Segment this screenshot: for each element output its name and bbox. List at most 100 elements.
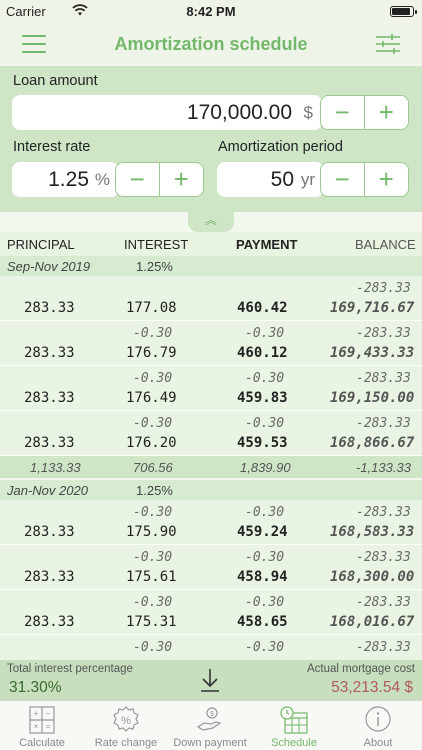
nav-bar: Amortization schedule xyxy=(0,24,422,64)
delta-interest: -0.30 xyxy=(133,416,173,431)
interest-rate-label: Interest rate xyxy=(13,139,91,155)
carrier-label: Carrier xyxy=(6,4,46,19)
loan-amount-increment-button[interactable]: + xyxy=(378,97,394,127)
delta-balance: -283.33 xyxy=(356,595,411,610)
interest-rate-stepper: − + xyxy=(115,162,204,197)
delta-balance: -283.33 xyxy=(356,505,411,520)
cell-balance: 169,716.67 xyxy=(330,300,415,316)
tab-label: Schedule xyxy=(271,737,317,749)
cell-balance: 168,300.00 xyxy=(330,569,415,585)
tab-down-payment[interactable]: $ Down payment xyxy=(168,704,252,750)
table-row[interactable]: -0.30 -0.30 -283.33 283.33 176.49 459.83 169,1… xyxy=(0,366,422,411)
delta-payment: -0.30 xyxy=(245,640,285,655)
header-payment[interactable]: PAYMENT xyxy=(236,237,298,252)
cell-interest: 175.31 xyxy=(126,614,177,630)
delta-interest: -0.30 xyxy=(133,550,173,565)
cell-payment: 458.94 xyxy=(237,569,288,585)
svg-text:=: = xyxy=(46,722,51,731)
loan-amount-value: 170,000.00 xyxy=(186,101,292,124)
info-icon xyxy=(365,706,391,732)
collapse-inputs-button[interactable]: ︽ xyxy=(188,212,234,232)
cell-interest: 176.20 xyxy=(126,435,177,451)
clock: 8:42 PM xyxy=(186,4,236,19)
wifi-icon xyxy=(72,4,88,16)
header-balance[interactable]: BALANCE xyxy=(355,237,416,252)
inputs-panel: Loan amount 170,000.00 $ − + Interest ra… xyxy=(0,66,422,212)
cell-interest: 175.90 xyxy=(126,524,177,540)
table-row[interactable]: -0.30 -0.30 -283.33 283.33 175.31 458.65 168,0… xyxy=(0,590,422,635)
cell-principal: 283.33 xyxy=(24,524,75,540)
cell-payment: 460.42 xyxy=(237,300,288,316)
cell-payment: 459.53 xyxy=(237,435,288,451)
total-interest-value: 31.30% xyxy=(9,679,62,696)
delta-payment: -0.30 xyxy=(245,416,285,431)
svg-text:−: − xyxy=(46,709,51,718)
interest-rate-unit: % xyxy=(94,170,110,189)
amortization-period-increment-button[interactable]: + xyxy=(378,164,394,194)
subtotal-interest: 706.56 xyxy=(133,460,173,475)
calendar-clock-icon xyxy=(280,706,308,734)
tab-rate-change[interactable]: % Rate change xyxy=(84,704,168,750)
table-row[interactable]: -0.30 -0.30 -283.33 283.33 175.90 459.24 168,5… xyxy=(0,500,422,545)
table-header: PRINCIPAL INTEREST PAYMENT BALANCE xyxy=(0,232,422,256)
cell-principal: 283.33 xyxy=(24,569,75,585)
header-interest[interactable]: INTEREST xyxy=(124,237,189,252)
tab-calculate[interactable]: + − × = Calculate xyxy=(0,704,84,750)
amortization-period-unit: yr xyxy=(300,170,315,189)
group-header: Jan-Nov 2020 1.25% xyxy=(0,480,422,500)
cell-interest: 175.61 xyxy=(126,569,177,585)
loan-amount-field[interactable]: 170,000.00 $ xyxy=(12,95,322,130)
cell-principal: 283.33 xyxy=(24,390,75,406)
amortization-period-label: Amortization period xyxy=(218,139,343,155)
cell-payment: 459.24 xyxy=(237,524,288,540)
delta-balance: -283.33 xyxy=(356,640,411,655)
delta-interest: -0.30 xyxy=(133,371,173,386)
delta-payment: -0.30 xyxy=(245,550,285,565)
table-row[interactable]: -0.30 -0.30 -283.33 283.33 175.61 458.94 168,3… xyxy=(0,545,422,590)
table-row[interactable]: -0.30 -0.30 -283.33 283.33 176.20 459.53 168,8… xyxy=(0,411,422,456)
svg-text:×: × xyxy=(34,722,39,731)
calculator-icon: + − × = xyxy=(29,706,55,734)
amortization-period-value: 50 xyxy=(270,168,294,191)
table-row[interactable]: -283.33 283.33 177.08 460.42 169,716.67 xyxy=(0,276,422,321)
table-row[interactable]: -0.30 -0.30 -283.33 283.33 176.79 460.12 169,4… xyxy=(0,321,422,366)
subtotal-principal: 1,133.33 xyxy=(30,460,81,475)
menu-icon[interactable] xyxy=(22,35,46,53)
sliders-icon[interactable] xyxy=(374,32,402,56)
tab-label: Down payment xyxy=(173,737,247,749)
delta-payment: -0.30 xyxy=(245,326,285,341)
tab-schedule[interactable]: Schedule xyxy=(252,704,336,750)
interest-rate-increment-button[interactable]: + xyxy=(173,164,189,194)
cell-balance: 169,433.33 xyxy=(330,345,415,361)
percent-icon: % xyxy=(113,706,139,732)
cell-payment: 459.83 xyxy=(237,390,288,406)
tab-bar: + − × = Calculate % Rate change $ Down p… xyxy=(0,700,422,750)
interest-rate-value: 1.25 xyxy=(48,168,89,191)
delta-balance: -283.33 xyxy=(356,416,411,431)
delta-balance: -283.33 xyxy=(356,371,411,386)
delta-payment: -0.30 xyxy=(245,595,285,610)
battery-level xyxy=(392,8,410,15)
battery-icon xyxy=(390,6,417,17)
svg-text:$: $ xyxy=(210,711,214,718)
delta-balance: -283.33 xyxy=(356,550,411,565)
cell-payment: 460.12 xyxy=(237,345,288,361)
interest-rate-field[interactable]: 1.25 % xyxy=(12,162,119,197)
loan-amount-label: Loan amount xyxy=(13,73,98,89)
tab-label: Rate change xyxy=(94,737,158,749)
tab-about[interactable]: About xyxy=(336,704,420,750)
delta-interest: -0.30 xyxy=(133,640,173,655)
interest-rate-decrement-button[interactable]: − xyxy=(116,163,160,196)
delta-interest: -0.30 xyxy=(133,505,173,520)
delta-balance: -283.33 xyxy=(356,326,411,341)
subtotal-balance: -1,133.33 xyxy=(356,460,411,475)
delta-payment: -0.30 xyxy=(245,505,285,520)
download-icon[interactable] xyxy=(198,667,222,693)
total-interest-label: Total interest percentage xyxy=(7,663,133,675)
loan-amount-decrement-button[interactable]: − xyxy=(321,96,365,129)
cell-interest: 177.08 xyxy=(126,300,177,316)
cell-interest: 176.49 xyxy=(126,390,177,406)
amortization-period-field[interactable]: 50 yr xyxy=(217,162,324,197)
header-principal[interactable]: PRINCIPAL xyxy=(7,237,75,252)
amortization-period-decrement-button[interactable]: − xyxy=(321,163,365,196)
